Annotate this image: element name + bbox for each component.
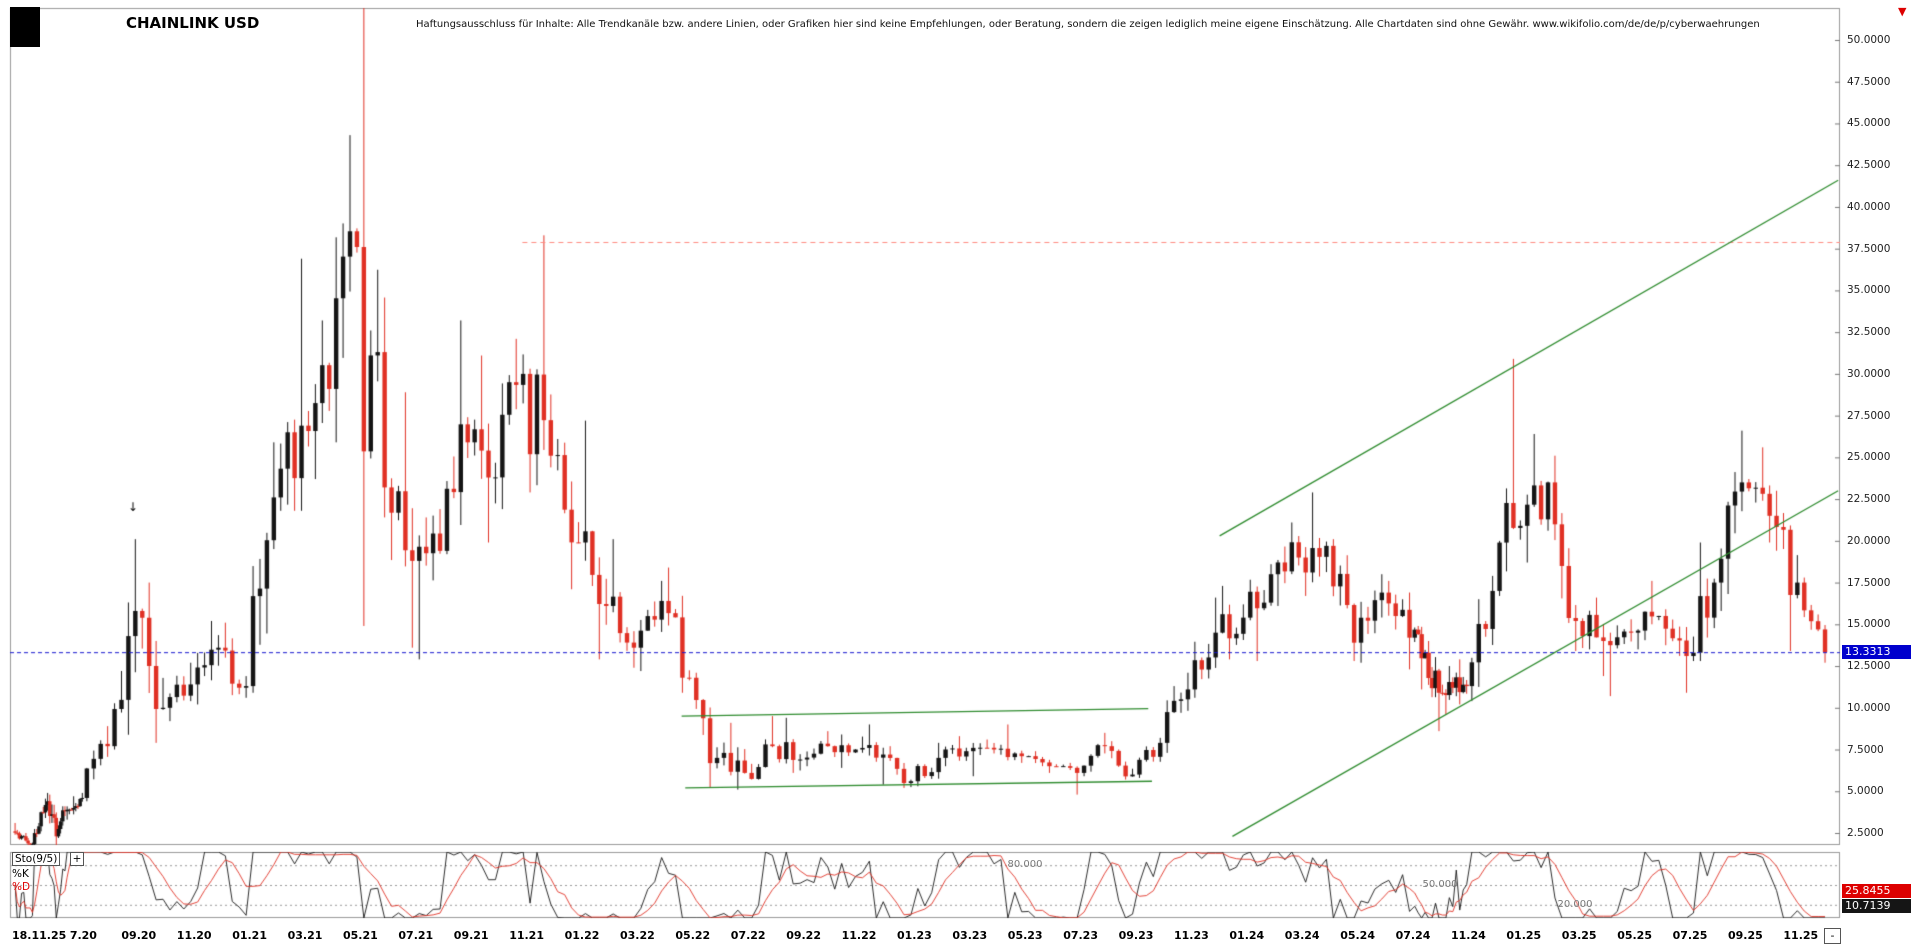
y-tick-label: 35.0000 xyxy=(1847,284,1891,297)
x-tick-label: 09.21 xyxy=(453,929,489,942)
x-tick-label: 05.21 xyxy=(342,929,378,942)
disclaimer-text: Haftungsausschluss für Inhalte: Alle Tre… xyxy=(416,19,1760,30)
x-tick-label: 03.23 xyxy=(952,929,988,942)
x-tick-label: 01.23 xyxy=(896,929,932,942)
sto-gridline-80-label: 80.000 xyxy=(1007,858,1043,870)
zoom-out-button[interactable]: - xyxy=(1824,928,1841,944)
x-tick-label: 7.20 xyxy=(69,929,97,942)
x-tick-label: 09.23 xyxy=(1118,929,1154,942)
y-tick-label: 37.5000 xyxy=(1847,242,1891,255)
corner-marker xyxy=(10,7,40,47)
y-tick-label: 10.0000 xyxy=(1847,701,1891,714)
y-tick-label: 42.5000 xyxy=(1847,159,1891,172)
latest-move-down-icon: ▼ xyxy=(1898,5,1907,18)
stochastic-k-label: %K xyxy=(12,868,29,880)
y-tick-label: 50.0000 xyxy=(1847,33,1891,46)
x-tick-label: 09.25 xyxy=(1727,929,1763,942)
x-tick-label: 11.21 xyxy=(509,929,544,942)
y-tick-label: 22.5000 xyxy=(1847,493,1891,506)
y-tick-label: 32.5000 xyxy=(1847,326,1891,339)
x-tick-label: 05.23 xyxy=(1007,929,1043,942)
x-tick-label: 09.22 xyxy=(786,929,821,942)
x-tick-label: 05.24 xyxy=(1340,929,1375,942)
x-tick-label: 01.21 xyxy=(232,929,267,942)
x-tick-label: 11.20 xyxy=(176,929,212,942)
chart-title: CHAINLINK USD xyxy=(126,14,260,32)
x-tick-label: 11.23 xyxy=(1173,929,1209,942)
x-tick-label: 07.24 xyxy=(1395,929,1431,942)
y-tick-label: 7.5000 xyxy=(1847,743,1884,756)
x-tick-label: 01.22 xyxy=(564,929,600,942)
sto-gridline-50-label: 50.000 xyxy=(1422,878,1458,890)
sto-gridline-20-label: 20.000 xyxy=(1557,898,1593,910)
y-tick-label: 2.5000 xyxy=(1847,827,1884,839)
x-tick-label: 01.24 xyxy=(1229,929,1265,942)
x-tick-label: 11.25 xyxy=(1783,929,1819,942)
x-tick-label: 03.22 xyxy=(619,929,655,942)
y-tick-label: 40.0000 xyxy=(1847,200,1891,213)
x-tick-label: 07.22 xyxy=(730,929,766,942)
stochastic-k-value-badge: 10.7139 xyxy=(1842,899,1911,913)
y-tick-label: 27.5000 xyxy=(1847,409,1891,422)
x-tick-label: 03.24 xyxy=(1284,929,1320,942)
y-tick-label: 45.0000 xyxy=(1847,117,1891,130)
x-tick-label: 11.22 xyxy=(841,929,877,942)
x-tick-label: 07.23 xyxy=(1063,929,1098,942)
y-tick-label: 15.0000 xyxy=(1847,618,1891,631)
x-tick-label: 05.22 xyxy=(675,929,711,942)
x-tick-label: 09.20 xyxy=(121,929,157,942)
x-tick-label: 03.21 xyxy=(287,929,323,942)
x-tick-label: 05.25 xyxy=(1617,929,1652,942)
y-tick-label: 25.0000 xyxy=(1847,451,1891,464)
x-tick-label: 11.24 xyxy=(1450,929,1486,942)
last-price-badge: 13.3313 xyxy=(1842,645,1911,659)
y-tick-label: 12.5000 xyxy=(1847,660,1891,673)
x-tick-label: 07.25 xyxy=(1672,929,1708,942)
y-tick-label: 30.0000 xyxy=(1847,367,1891,380)
y-tick-label: 47.5000 xyxy=(1847,75,1891,88)
y-tick-label: 5.0000 xyxy=(1847,785,1884,798)
indicator-label[interactable]: Sto(9/5) xyxy=(12,852,61,866)
x-tick-label: 03.25 xyxy=(1561,929,1597,942)
y-tick-label: 20.0000 xyxy=(1847,534,1891,547)
x-tick-label: 07.21 xyxy=(398,929,434,942)
indicator-add-button[interactable]: + xyxy=(70,852,84,866)
stochastic-d-label: %D xyxy=(12,881,31,893)
x-tick-label: 01.25 xyxy=(1506,929,1542,942)
stochastic-d-value-badge: 25.8455 xyxy=(1842,884,1911,898)
y-tick-label: 17.5000 xyxy=(1847,576,1891,589)
x-tick-label: 18.11.25 xyxy=(12,929,67,942)
